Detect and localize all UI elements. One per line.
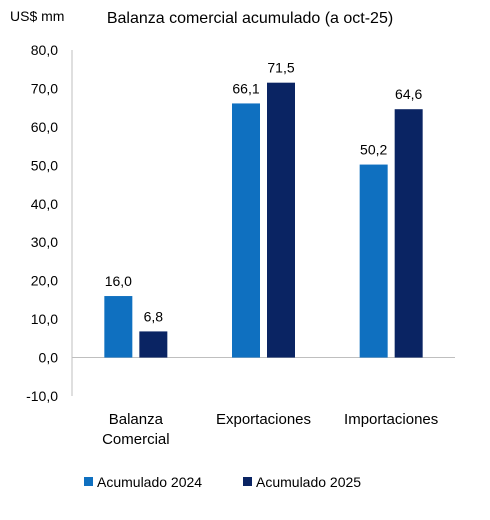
y-tick-label: 60,0 (31, 119, 58, 135)
bar (232, 103, 260, 358)
legend: Acumulado 2024 Acumulado 2025 (84, 474, 361, 490)
y-tick-label: 80,0 (31, 42, 58, 58)
chart-title: Balanza comercial acumulado (a oct-25) (107, 10, 393, 27)
data-label: 6,8 (144, 308, 164, 324)
y-tick-label: 10,0 (31, 311, 58, 327)
y-tick-label: 0,0 (39, 350, 59, 366)
x-category-label: Exportaciones (216, 411, 311, 428)
bars: 16,0 6,8 66,1 71,5 50,2 64,6 (104, 60, 423, 358)
y-tick-label: -10,0 (26, 388, 58, 404)
x-category-label: Balanza (109, 411, 164, 428)
data-label: 16,0 (105, 273, 132, 289)
y-tick-label: 20,0 (31, 273, 58, 289)
bar (394, 109, 423, 358)
y-unit-label: US$ mm (10, 8, 64, 24)
y-tick-label: 40,0 (31, 196, 58, 212)
bar (139, 331, 168, 358)
legend-swatch (243, 477, 252, 486)
x-category-label: Comercial (102, 431, 170, 448)
data-label: 64,6 (395, 86, 422, 102)
bar (104, 296, 133, 358)
data-label: 66,1 (232, 80, 259, 96)
data-label: 50,2 (360, 142, 387, 158)
y-tick-label: 30,0 (31, 234, 58, 250)
legend-label: Acumulado 2024 (97, 474, 202, 490)
legend-label: Acumulado 2025 (256, 474, 361, 490)
axes: -10,0 0,0 10,0 20,0 30,0 40,0 50,0 60,0 70,0 80,0… (26, 42, 455, 448)
y-tick-label: 70,0 (31, 80, 58, 96)
x-category-label: Importaciones (344, 411, 438, 428)
bar (267, 82, 295, 358)
legend-swatch (84, 477, 93, 486)
bar (359, 164, 388, 358)
data-label: 71,5 (267, 60, 294, 76)
y-tick-label: 50,0 (31, 157, 58, 173)
